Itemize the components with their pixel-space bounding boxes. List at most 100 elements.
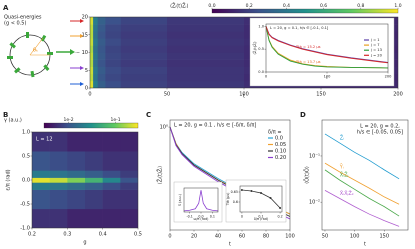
y-tick-label: -0.5 (20, 202, 30, 208)
heatmap-cell (105, 73, 122, 82)
heatmap-cell (32, 170, 50, 178)
y-axis-label: ⟨Ō(t)Ō⟩ (304, 166, 311, 184)
heatmap-cell (120, 177, 138, 183)
heatmap-cell (105, 17, 122, 25)
x-tick-label: 0 (88, 92, 91, 98)
qubit (47, 52, 53, 55)
heatmap-cell (102, 151, 121, 171)
heatmap-cell (120, 17, 168, 25)
colorbar-tick-label: 0.6 (320, 3, 327, 9)
y-axis-label: Tth (μs) (226, 193, 230, 207)
panel-label: C (146, 111, 151, 119)
y-tick-label: 0.0 (258, 70, 264, 74)
x-axis-label: t (243, 94, 245, 100)
heatmap-cell (32, 182, 50, 190)
heatmap-cell (93, 38, 98, 46)
heatmap-cell (90, 38, 94, 46)
x-tick-label: 0.4 (99, 232, 107, 238)
heatmap-cell (105, 66, 122, 75)
arrow-head (80, 66, 84, 70)
series-line (184, 190, 218, 212)
x-tick-label: 150 (380, 234, 390, 240)
heatmap-cell (93, 24, 98, 32)
heatmap-cell (120, 182, 138, 190)
heatmap-cell (90, 24, 94, 32)
x-tick-label: 0.2 (28, 232, 36, 238)
x-tick-label: 0 (265, 75, 268, 79)
heatmap-cell (90, 45, 94, 53)
colorbar-tick-label: 0.8 (357, 3, 364, 9)
x-tick-label: 0.2 (277, 214, 282, 218)
heatmap-cell (93, 52, 98, 60)
heatmap-cell (105, 45, 122, 53)
inset-background (225, 179, 287, 223)
legend-label: 0.05 (275, 142, 286, 148)
heatmap-cell (32, 151, 50, 171)
heatmap-cell (167, 38, 245, 46)
x-tick-label: 0 (241, 214, 243, 218)
colorbar-tick-label: 0.2 (246, 3, 253, 9)
y-tick-label: 10 (82, 50, 88, 56)
legend-title: δ/π = (268, 130, 282, 136)
heatmap-cell (85, 189, 103, 210)
colorbar-tick-label: 1e-2 (64, 117, 74, 123)
point (240, 189, 243, 191)
y-tick-label: 0.65 (231, 190, 238, 194)
heatmap-cell (90, 31, 94, 39)
x-tick-label: 0.3 (63, 232, 71, 238)
x-tick-label: 50 (322, 234, 328, 240)
x-axis-label: t (326, 76, 328, 80)
y-axis-label: S (a.u.) (178, 194, 182, 206)
heatmap-cell (90, 59, 94, 67)
point (279, 207, 282, 209)
heatmap-cell (120, 151, 138, 171)
heatmap-cell (167, 31, 245, 39)
heatmap-cell (105, 80, 122, 88)
y-tick-label: 1.0 (22, 130, 30, 136)
x-tick-label: 0.1 (258, 214, 263, 218)
heatmap-cell (102, 189, 121, 210)
heatmap-cell (32, 132, 50, 152)
heatmap-cell (67, 208, 86, 228)
y-tick-label: 20 (82, 15, 88, 21)
qubit (26, 32, 29, 38)
annotation: L = 12 (36, 137, 53, 143)
heatmap-cell (32, 208, 50, 228)
heatmap-cell (97, 52, 106, 60)
heatmap-cell (102, 132, 121, 152)
series-line (324, 169, 400, 217)
heatmap-cell (105, 24, 122, 32)
heatmap-cell (120, 66, 168, 75)
heatmap-cell (49, 208, 68, 228)
heatmap-cell (120, 45, 168, 53)
y-tick-label: 0.6 (233, 200, 238, 204)
heatmap-cell (49, 132, 68, 152)
legend-label: 0.0 (275, 136, 283, 142)
x-tick-label: 100 (350, 234, 360, 240)
heatmap-cell (93, 73, 98, 82)
heatmap-cell (102, 182, 121, 190)
panel-label: A (3, 4, 9, 12)
colorbar-label: γ (a.u.) (4, 118, 22, 124)
heatmap-cell (167, 80, 245, 88)
qubit (14, 67, 21, 74)
heatmap-cell (105, 59, 122, 67)
annotation: Tth = 13.7 μs (295, 60, 321, 64)
arrow-head (80, 82, 84, 86)
series-line (266, 26, 388, 64)
x-tick-label: 100 (239, 92, 249, 98)
heatmap-cell (49, 182, 68, 190)
x-axis-label: t (364, 242, 366, 248)
x-tick-label: 100 (285, 234, 295, 240)
panel-label: D (300, 111, 306, 119)
x-tick-label: 50 (164, 92, 170, 98)
heatmap-cell (49, 177, 68, 183)
x-tick-label: 0 (168, 234, 171, 240)
annotation: L = 20, g = 0.2, (360, 124, 400, 130)
row-arrows (70, 19, 84, 86)
heatmap-cell (32, 177, 50, 183)
heatmap-cell (49, 189, 68, 210)
series-line (324, 133, 400, 180)
heatmap-cell (97, 38, 106, 46)
plot-area (184, 190, 218, 212)
